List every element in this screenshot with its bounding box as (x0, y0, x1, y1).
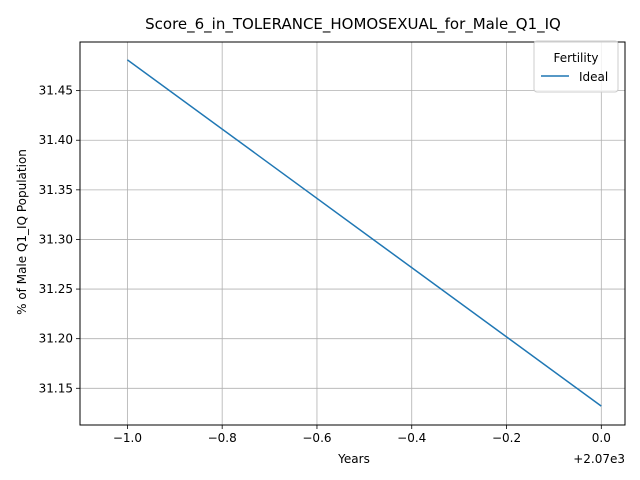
x-axis-offset-label: +2.07e3 (573, 452, 625, 466)
x-axis-label: Years (337, 452, 370, 466)
chart-title: Score_6_in_TOLERANCE_HOMOSEXUAL_for_Male… (145, 15, 561, 34)
x-tick-label: −0.8 (208, 431, 237, 445)
y-axis-ticks: 31.15 31.20 31.25 31.30 31.35 31.40 31.45 (39, 84, 80, 395)
y-tick-label: 31.20 (39, 332, 73, 346)
y-tick-label: 31.40 (39, 133, 73, 147)
series-lines (126, 59, 602, 407)
y-tick-label: 31.30 (39, 232, 73, 246)
x-tick-label: −0.6 (302, 431, 331, 445)
plot-area-frame (79, 41, 626, 426)
y-tick-label: 31.25 (39, 282, 73, 296)
x-tick-label: −0.4 (397, 431, 426, 445)
legend-title: Fertility (553, 51, 598, 65)
y-tick-label: 31.35 (39, 183, 73, 197)
grid (80, 42, 625, 425)
x-tick-label: −1.0 (113, 431, 142, 445)
x-tick-label: −0.2 (492, 431, 521, 445)
y-axis-label: % of Male Q1_IQ Population (15, 149, 29, 315)
series-line-ideal (126, 59, 602, 407)
legend-item-ideal: Ideal (579, 70, 608, 84)
x-axis-ticks: −1.0 −0.8 −0.6 −0.4 −0.2 0.0 (113, 425, 611, 445)
y-tick-label: 31.15 (39, 381, 73, 395)
legend-box (533, 40, 619, 93)
x-tick-label: 0.0 (592, 431, 611, 445)
y-tick-label: 31.45 (39, 84, 73, 98)
legend: Fertility Ideal (533, 40, 619, 93)
